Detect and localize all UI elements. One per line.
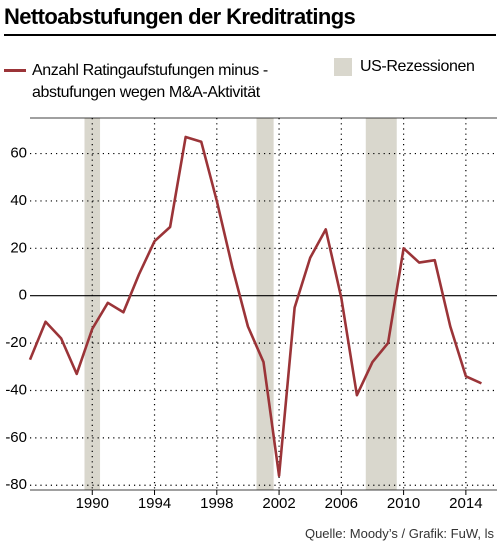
x-tick-label: 2010	[387, 495, 420, 512]
y-tick-label: -80	[5, 476, 27, 493]
x-tick-label: 2014	[449, 495, 482, 512]
y-tick-label: 60	[10, 145, 27, 162]
x-tick-label: 1994	[138, 495, 171, 512]
recession-band	[365, 118, 397, 490]
y-tick-label: 20	[10, 239, 27, 256]
legend-label: Anzahl Ratingaufstufungen minus -abstufu…	[32, 62, 268, 101]
x-tick-label: 2002	[262, 495, 295, 512]
recession-band	[84, 118, 101, 490]
x-tick-label: 1990	[76, 495, 109, 512]
x-tick-label: 1998	[200, 495, 233, 512]
y-tick-label: -40	[5, 381, 27, 398]
recession-band	[256, 118, 274, 490]
legend-swatch	[4, 69, 26, 72]
legend-swatch	[334, 58, 352, 76]
y-tick-label: -20	[5, 334, 27, 351]
legend-item: US-Rezessionen	[334, 58, 475, 76]
y-tick-label: -60	[5, 429, 27, 446]
y-tick-label: 0	[19, 287, 27, 304]
legend-label: US-Rezessionen	[360, 58, 475, 75]
chart-title: Nettoabstufungen der Kreditratings	[4, 4, 496, 36]
source: Quelle: Moody’s / Grafik: FuW, ls	[304, 526, 494, 541]
legend-item: Anzahl Ratingaufstufungen minus -abstufu…	[4, 60, 324, 104]
data-line	[28, 135, 482, 478]
x-tick-label: 2006	[325, 495, 358, 512]
y-tick-label: 40	[10, 192, 27, 209]
